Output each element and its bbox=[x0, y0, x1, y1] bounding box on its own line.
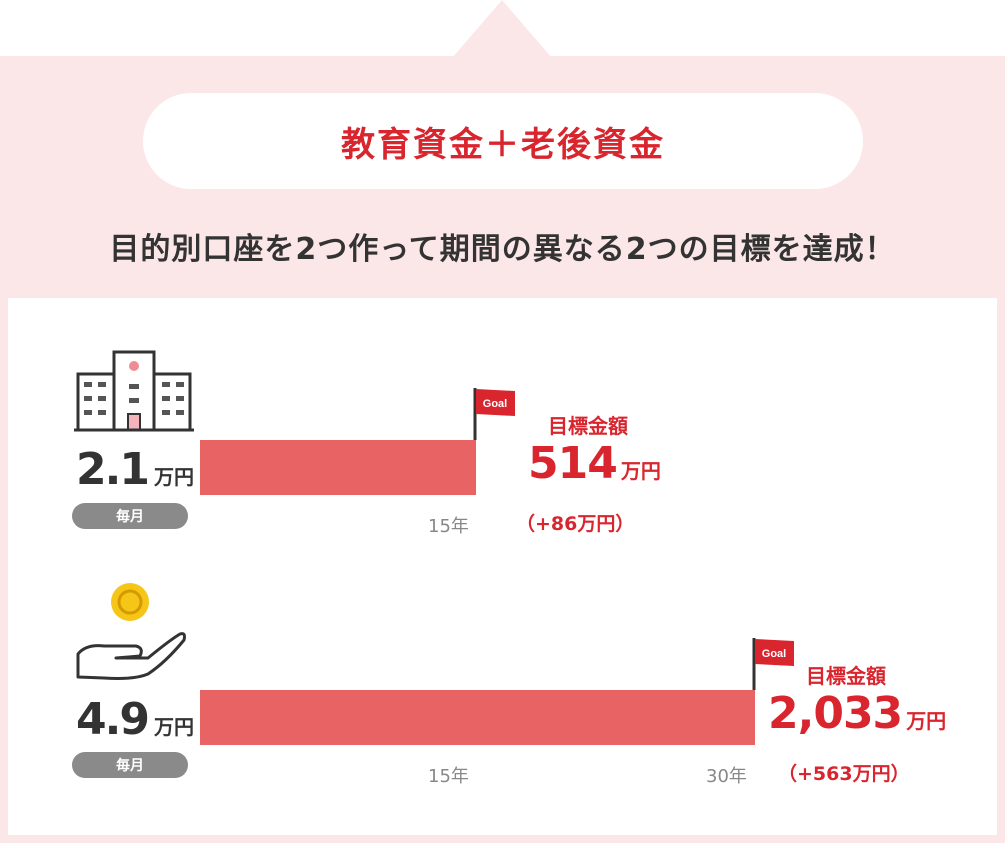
frequency-badge-1: 毎月 bbox=[72, 503, 188, 529]
monthly-amount-unit: 万円 bbox=[153, 465, 194, 489]
school-building-icon bbox=[74, 350, 194, 432]
goal-label-1: 目標金額 bbox=[548, 414, 628, 438]
frequency-badge-2: 毎月 bbox=[72, 752, 188, 778]
plans-area bbox=[8, 298, 997, 835]
goal-flag-text: Goal bbox=[483, 398, 507, 410]
goal-amount-value: 2,033 bbox=[768, 688, 903, 739]
goal-amount-unit: 万円 bbox=[906, 709, 947, 733]
goal-amount-1: 514 万円 bbox=[528, 438, 661, 489]
monthly-amount-unit: 万円 bbox=[153, 715, 194, 739]
monthly-amount-value: 4.9 bbox=[76, 694, 150, 745]
goal-amount-value: 514 bbox=[528, 438, 618, 489]
year-label-30: 30年 bbox=[706, 766, 747, 787]
monthly-amount-value: 2.1 bbox=[76, 444, 150, 495]
goal-amount-2: 2,033 万円 bbox=[768, 688, 946, 739]
title-pill: 教育資金＋老後資金 bbox=[143, 93, 863, 189]
monthly-amount-1: 2.1 万円 bbox=[76, 444, 194, 495]
panel-title: 教育資金＋老後資金 bbox=[341, 124, 665, 165]
goal-diff-1: （+86万円） bbox=[516, 513, 635, 535]
panel-pointer bbox=[452, 0, 552, 58]
panel-subtitle: 目的別口座を2つ作って期間の異なる2つの目標を達成！ bbox=[109, 232, 896, 267]
monthly-amount-2: 4.9 万円 bbox=[76, 694, 194, 745]
hand-with-coin-icon bbox=[76, 583, 186, 680]
goal-amount-unit: 万円 bbox=[620, 459, 661, 483]
goal-diff-2: （+563万円） bbox=[778, 763, 910, 785]
savings-bar-2 bbox=[200, 690, 755, 745]
savings-bar-1 bbox=[200, 440, 476, 495]
goal-flag-icon: Goal bbox=[752, 638, 794, 690]
goal-label-2: 目標金額 bbox=[806, 664, 886, 688]
goal-flag-icon: Goal bbox=[473, 388, 515, 440]
year-label-15: 15年 bbox=[428, 766, 469, 787]
year-label-15: 15年 bbox=[428, 516, 469, 537]
goal-flag-text: Goal bbox=[762, 648, 786, 660]
